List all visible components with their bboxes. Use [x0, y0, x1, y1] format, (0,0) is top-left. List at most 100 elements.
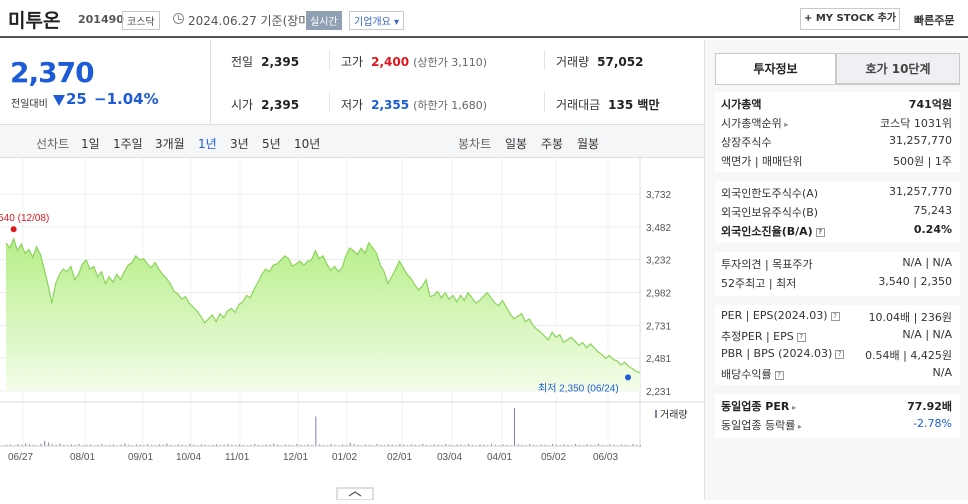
volume-bar: [170, 444, 172, 446]
period-3m[interactable]: 3개월: [155, 137, 185, 151]
volume-bar: [349, 442, 351, 446]
current-price: 2,370: [10, 56, 95, 89]
tab-investment-info[interactable]: 투자정보: [715, 53, 836, 84]
volume-bar: [128, 444, 130, 446]
info-row[interactable]: 동일업종 PER ▸ 77.92배: [721, 398, 952, 416]
line-chart-label: 선차트: [36, 137, 70, 151]
volume-bar: [555, 444, 557, 446]
volume-bar: [90, 444, 92, 446]
info-key: PER | EPS(2024.03)?: [721, 309, 840, 322]
price-line: [5, 237, 641, 374]
volume-bar: [334, 444, 336, 446]
help-icon[interactable]: ?: [830, 311, 840, 321]
info-row[interactable]: 추정PER | EPS? N/A | N/A: [721, 328, 952, 346]
realtime-button[interactable]: 실시간: [306, 11, 342, 30]
chevron-up-icon: [348, 491, 362, 497]
volume-bar: [44, 440, 46, 446]
volume-bar: [25, 443, 27, 446]
divider: [544, 50, 545, 70]
volume-bar: [575, 443, 577, 446]
market-badge: 코스닥: [122, 11, 160, 30]
x-tick-label: 05/02: [541, 452, 566, 463]
volume-bar: [139, 444, 141, 446]
y-tick-label: 2,731: [646, 321, 671, 332]
info-row[interactable]: 배당수익률? N/A: [721, 366, 952, 384]
quote-grid: 전일 2,395 고가 2,400 (상한가 3,110) 거래량 57,052 시가 2…: [210, 40, 704, 124]
volume-bar: [449, 444, 451, 446]
period-10y[interactable]: 10년: [294, 137, 321, 151]
volume-bar: [9, 444, 11, 446]
quick-order-button[interactable]: 빠른주문: [914, 14, 955, 27]
volume-bar: [506, 444, 508, 446]
volume-bar: [74, 444, 76, 446]
info-row[interactable]: 동일업종 등락률 ▸ -2.78%: [721, 417, 952, 435]
candle-daily[interactable]: 일봉: [505, 137, 528, 151]
info-value: N/A: [932, 366, 952, 379]
volume-bar: [6, 444, 7, 446]
add-mystock-button[interactable]: + MY STOCK 추가: [800, 8, 900, 30]
info-value: N/A | N/A: [902, 328, 952, 341]
volume-bar: [242, 444, 244, 446]
help-icon[interactable]: ?: [774, 370, 784, 380]
caret-right-icon[interactable]: ▸: [789, 403, 797, 412]
tab-underline: [715, 84, 960, 85]
period-1d[interactable]: 1일: [81, 137, 100, 151]
period-1w[interactable]: 1주일: [113, 137, 143, 151]
y-tick-label: 3,732: [646, 190, 671, 201]
candle-monthly[interactable]: 월봉: [577, 137, 600, 151]
volume-bar: [124, 443, 126, 446]
y-tick-label: 2,231: [646, 387, 671, 398]
high-price: 고가 2,400 (상한가 3,110): [341, 55, 487, 69]
volume-bar: [269, 444, 271, 446]
info-key: 상장주식수: [721, 136, 772, 149]
volume-bar: [391, 444, 393, 446]
period-5y[interactable]: 5년: [262, 137, 281, 151]
price-chart[interactable]: 3,732 3,482 3,232 2,982 2,731 2,481 2,231 최고 3…: [0, 158, 704, 501]
volume-bar: [55, 444, 57, 446]
info-row: 액면가 | 매매단위 500원 | 1주: [721, 153, 952, 171]
candle-weekly[interactable]: 주봉: [541, 137, 564, 151]
info-row[interactable]: PER | EPS(2024.03)? 10.04배 | 236원: [721, 309, 952, 327]
info-group1: 시가총액 741억원 시가총액순위 ▸ 코스닥 1031위 상장주식수 31,257,77…: [715, 92, 960, 172]
caret-right-icon[interactable]: ▸: [795, 422, 802, 431]
info-key: 동일업종 PER ▸: [721, 400, 797, 413]
volume-bar: [517, 444, 519, 446]
help-icon[interactable]: ?: [835, 349, 845, 359]
volume-bar: [40, 443, 42, 446]
info-key: PBR | BPS (2024.03)?: [721, 347, 845, 360]
info-group5: 동일업종 PER ▸ 77.92배 동일업종 등락률 ▸ -2.78%: [715, 394, 960, 438]
info-group2: 외국인한도주식수(A) 31,257,770 외국인보유주식수(B) 75,243 외국…: [715, 181, 960, 243]
info-key: 외국인보유주식수(B): [721, 206, 819, 219]
help-icon[interactable]: ?: [815, 227, 825, 237]
y-tick-label: 2,481: [646, 354, 671, 365]
divider: [329, 50, 330, 70]
info-row: 투자의견 | 목표주가 N/A | N/A: [721, 256, 952, 274]
volume-bar: [200, 444, 202, 446]
volume-bar: [181, 444, 183, 446]
info-row: 시가총액 741억원: [721, 96, 952, 114]
stock-name: 미투온: [8, 10, 61, 32]
info-row[interactable]: 시가총액순위 ▸ 코스닥 1031위: [721, 115, 952, 133]
info-row[interactable]: PBR | BPS (2024.03)? 0.54배 | 4,425원: [721, 347, 952, 365]
volume-bar: [254, 443, 256, 446]
volume-bar: [319, 444, 321, 446]
volume-bar: [376, 443, 378, 446]
volume-bar: [468, 443, 470, 446]
stock-header: 미투온 201490 코스닥 2024.06.27 기준(장마감) 실시간 기업…: [0, 0, 968, 38]
volume-bar: [258, 444, 260, 446]
period-1y[interactable]: 1년: [198, 137, 217, 151]
volume-bar: [189, 443, 191, 446]
period-3y[interactable]: 3년: [230, 137, 249, 151]
help-icon[interactable]: ?: [796, 332, 806, 342]
volume-bar: [609, 444, 611, 446]
info-row[interactable]: 외국인소진율(B/A)? 0.24%: [721, 223, 952, 241]
volume-bar: [151, 444, 153, 446]
volume-legend-swatch: [655, 410, 657, 418]
caret-right-icon[interactable]: ▸: [781, 120, 789, 129]
volume-bar: [636, 444, 638, 446]
company-overview-dropdown[interactable]: 기업개요 ▾: [349, 11, 404, 30]
tab-orderbook[interactable]: 호가 10단계: [836, 53, 960, 84]
volume-bar: [48, 442, 50, 446]
volume-bar: [78, 443, 80, 446]
